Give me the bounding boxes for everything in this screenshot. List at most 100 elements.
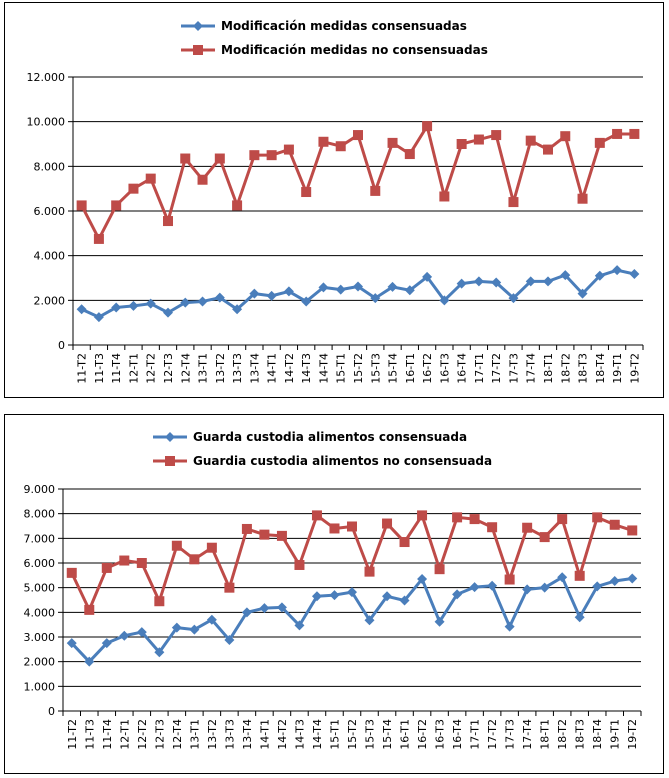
data-point [241, 523, 252, 534]
chart-1: Modificación medidas consensuadas Modific… [27, 19, 644, 384]
data-point [180, 153, 191, 164]
data-point [145, 173, 156, 184]
data-point [574, 612, 585, 623]
x-tick-label: 12-T2 [145, 353, 158, 384]
data-point [301, 187, 312, 198]
x-tick-label: 14-T4 [317, 353, 330, 384]
data-point [539, 582, 550, 593]
data-point [154, 596, 165, 607]
data-point [612, 128, 623, 139]
data-point [163, 216, 173, 227]
x-tick-label: 14-T3 [300, 353, 313, 384]
data-point [417, 510, 428, 521]
data-point [404, 149, 415, 160]
x-tick-label: 13-T2 [214, 353, 227, 384]
x-tick-label: 18-T2 [559, 353, 572, 384]
data-point [180, 297, 191, 308]
x-tick-label: 17-T3 [507, 353, 520, 384]
data-point [543, 144, 553, 155]
data-point [206, 542, 217, 553]
x-tick-label: 13-T4 [248, 353, 261, 384]
y-tick-label: 2.000 [34, 294, 66, 307]
data-point [145, 298, 156, 309]
data-point [329, 590, 340, 601]
legend-entry-2: Guardia custodia alimentos no consensuad… [153, 454, 492, 468]
x-tick-label: 18-T2 [556, 719, 569, 750]
data-point [525, 135, 536, 146]
y-tick-label: 0 [58, 339, 65, 352]
data-point [539, 532, 550, 543]
x-tick-label: 19-T1 [611, 353, 624, 384]
x-tick-label: 12-T4 [171, 719, 184, 750]
x-tick-label: 12-T1 [118, 719, 131, 750]
data-point [318, 282, 329, 293]
x-tick-label: 18-T1 [542, 353, 555, 384]
data-point [364, 615, 375, 626]
x-tick-label: 13-T3 [223, 719, 236, 750]
data-point [214, 292, 225, 303]
y-tick-label: 6.000 [34, 205, 66, 218]
x-tick-label: 13-T4 [241, 719, 254, 750]
data-point [557, 572, 568, 583]
data-point [136, 627, 147, 638]
data-point [335, 141, 346, 152]
x-tick-label: 14-T2 [276, 719, 289, 750]
data-point [417, 574, 428, 585]
x-tick-label: 17-T3 [504, 719, 517, 750]
x-tick-label: 15-T3 [369, 353, 382, 384]
data-point [382, 518, 393, 529]
data-point [469, 514, 480, 525]
x-tick-label: 16-T3 [438, 353, 451, 384]
legend-entry-1: Modificación medidas consensuadas [181, 19, 467, 33]
x-tick-label: 16-T4 [451, 719, 464, 750]
y-tick-label: 4.000 [24, 606, 56, 619]
data-point [224, 582, 235, 593]
y-tick-label: 10.000 [27, 116, 66, 129]
data-point [473, 276, 484, 287]
data-point [522, 522, 533, 533]
x-tick-label: 18-T3 [577, 353, 590, 384]
data-point [232, 304, 243, 315]
x-tick-label: 19-T1 [609, 719, 622, 750]
data-point [399, 595, 410, 606]
x-tick-label: 15-T3 [364, 719, 377, 750]
data-point [629, 128, 640, 139]
data-point [171, 540, 182, 551]
data-point [283, 144, 294, 155]
data-point [577, 288, 588, 299]
x-tick-label: 12-T4 [179, 353, 192, 384]
data-point [452, 512, 463, 523]
data-point [525, 276, 536, 287]
data-point [347, 587, 357, 598]
x-tick-label: 15-T1 [328, 719, 341, 750]
y-tick-label: 1.000 [24, 680, 56, 693]
data-point [84, 604, 95, 615]
data-point [301, 296, 312, 307]
data-point [592, 512, 603, 523]
data-point [294, 620, 305, 631]
x-tick-label: 18-T4 [591, 719, 604, 750]
y-tick-label: 3.000 [24, 631, 56, 644]
x-tick-label: 14-T1 [258, 719, 271, 750]
x-tick-label: 14-T2 [283, 353, 296, 384]
data-point [422, 121, 433, 132]
data-point [522, 584, 533, 595]
data-point [259, 603, 270, 614]
data-point [93, 233, 104, 244]
data-point [128, 300, 139, 311]
y-tick-label: 7.000 [24, 532, 56, 545]
x-tick-label: 15-T2 [352, 353, 365, 384]
x-tick-label: 11-T2 [66, 719, 79, 750]
data-point [266, 150, 277, 161]
x-tick-label: 18-T4 [594, 353, 607, 384]
x-tick-label: 12-T2 [136, 719, 149, 750]
data-point [504, 574, 515, 585]
data-point [119, 555, 130, 566]
data-point [101, 638, 112, 649]
data-point [335, 284, 346, 295]
data-point [353, 130, 363, 141]
data-point [491, 277, 502, 288]
x-tick-label: 19-T2 [628, 353, 641, 384]
data-point [560, 270, 571, 281]
data-point [387, 281, 398, 292]
